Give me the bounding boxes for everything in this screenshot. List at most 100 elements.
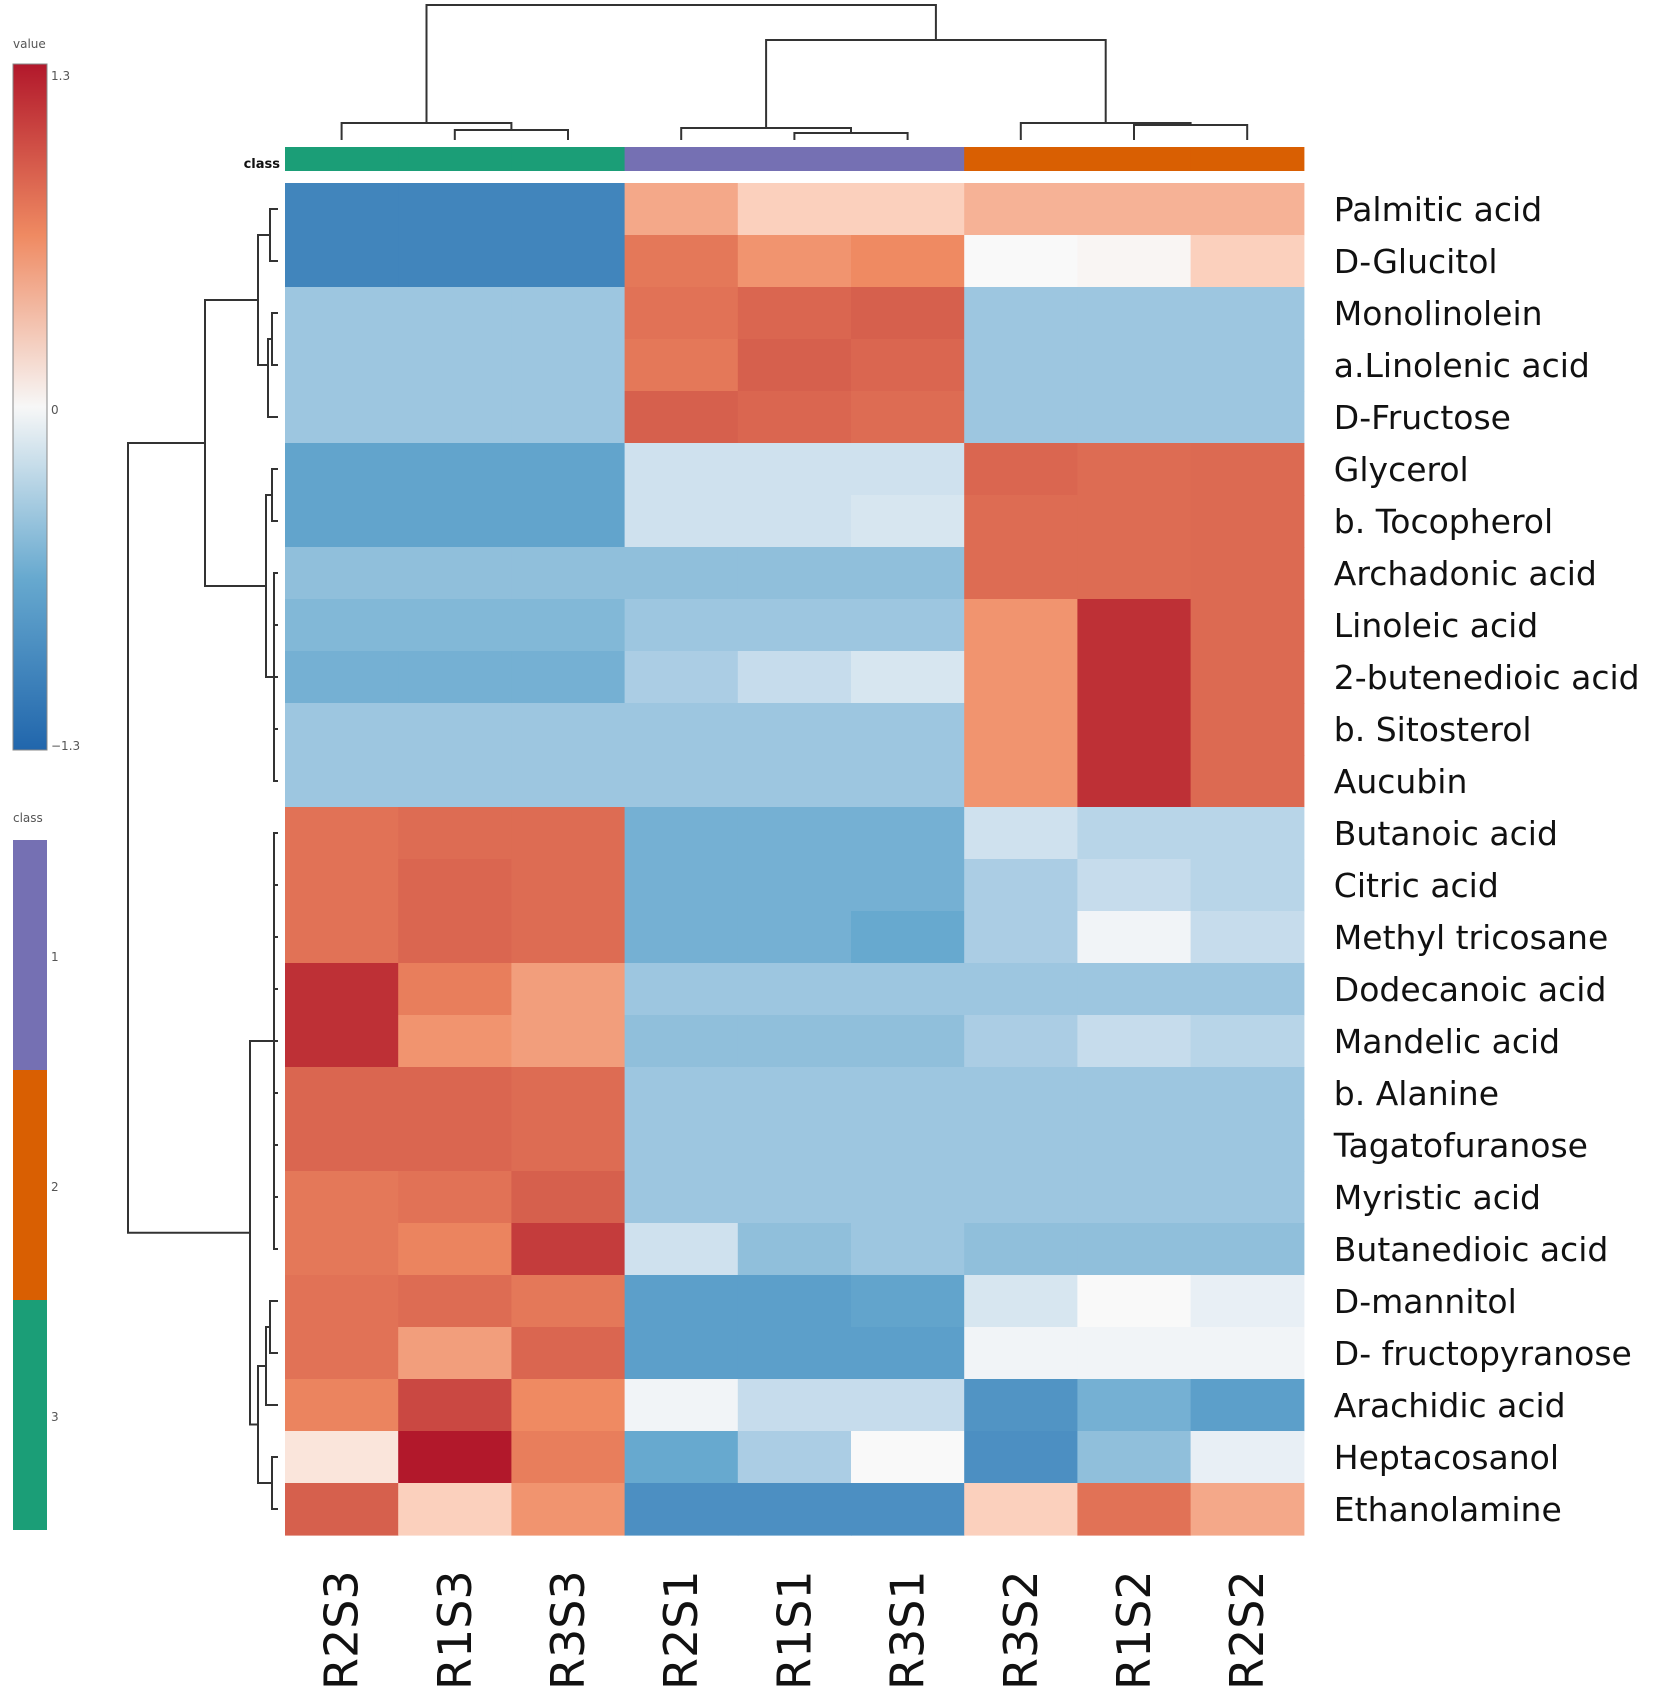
row-branch-5-6 [271, 468, 278, 522]
class-cell-4 [737, 147, 852, 171]
row-branch-0-1 [269, 208, 278, 262]
cell-18-4 [737, 1119, 852, 1172]
cell-23-7 [1077, 1379, 1192, 1432]
col-label-1: R1S3 [428, 1570, 482, 1690]
cell-15-8 [1190, 963, 1305, 1016]
cell-2-6 [964, 287, 1078, 340]
class-legend-title: class [13, 811, 43, 825]
cell-8-6 [964, 599, 1078, 652]
cell-5-5 [851, 443, 965, 496]
cell-24-6 [964, 1431, 1078, 1484]
cell-0-8 [1190, 183, 1305, 236]
cell-9-3 [624, 651, 739, 704]
cell-17-7 [1077, 1067, 1192, 1120]
cell-21-2 [511, 1275, 626, 1328]
cell-2-7 [1077, 287, 1192, 340]
cell-11-4 [737, 755, 852, 808]
cell-4-3 [624, 391, 739, 444]
cell-13-0 [285, 859, 399, 912]
col-label-5: R3S1 [881, 1570, 935, 1690]
cell-3-2 [511, 339, 626, 392]
cell-22-4 [737, 1327, 852, 1380]
cell-25-0 [285, 1483, 399, 1536]
cell-14-5 [851, 911, 965, 964]
cell-8-0 [285, 599, 399, 652]
value-legend-tick-zero: 0 [51, 403, 59, 417]
cell-16-4 [737, 1015, 852, 1068]
cell-17-4 [737, 1067, 852, 1120]
cell-11-8 [1190, 755, 1305, 808]
col-label-6: R3S2 [994, 1570, 1048, 1690]
cell-3-7 [1077, 339, 1192, 392]
cell-12-4 [737, 807, 852, 860]
cell-11-2 [511, 755, 626, 808]
class-cell-8 [1190, 147, 1305, 171]
cell-3-4 [737, 339, 852, 392]
row-label-17: b. Alanine [1334, 1074, 1499, 1113]
cell-8-3 [624, 599, 739, 652]
cell-0-0 [285, 183, 399, 236]
cell-21-3 [624, 1275, 739, 1328]
row-label-15: Dodecanoic acid [1334, 970, 1607, 1009]
cell-18-7 [1077, 1119, 1192, 1172]
cell-18-0 [285, 1119, 399, 1172]
cell-22-2 [511, 1327, 626, 1380]
cell-6-2 [511, 495, 626, 548]
cell-8-2 [511, 599, 626, 652]
row-branch-5-11 [265, 494, 274, 678]
class-legend-tick-3: 3 [51, 1410, 59, 1424]
row-label-13: Citric acid [1334, 866, 1499, 905]
heatmap-cells [285, 183, 1305, 1536]
cell-21-6 [964, 1275, 1078, 1328]
cell-6-0 [285, 495, 399, 548]
cell-19-0 [285, 1171, 399, 1224]
cell-15-5 [851, 963, 965, 1016]
cell-21-4 [737, 1275, 852, 1328]
row-label-12: Butanoic acid [1334, 814, 1558, 853]
cell-13-8 [1190, 859, 1305, 912]
cell-3-1 [398, 339, 512, 392]
row-label-10: b. Sitosterol [1334, 710, 1532, 749]
cell-6-5 [851, 495, 965, 548]
cell-7-1 [398, 547, 512, 600]
cell-1-7 [1077, 235, 1192, 288]
row-label-23: Arachidic acid [1334, 1386, 1566, 1425]
cell-20-6 [964, 1223, 1078, 1276]
cell-8-5 [851, 599, 965, 652]
col-label-7: R1S2 [1107, 1570, 1161, 1690]
cell-21-0 [285, 1275, 399, 1328]
cell-12-5 [851, 807, 965, 860]
cell-0-1 [398, 183, 512, 236]
cell-11-0 [285, 755, 399, 808]
cell-5-3 [624, 443, 739, 496]
cell-16-7 [1077, 1015, 1192, 1068]
value-legend-tick-max: 1.3 [51, 69, 70, 83]
cell-4-0 [285, 391, 399, 444]
cell-6-4 [737, 495, 852, 548]
cell-9-8 [1190, 651, 1305, 704]
cell-12-2 [511, 807, 626, 860]
cell-20-1 [398, 1223, 512, 1276]
cell-11-3 [624, 755, 739, 808]
class-cell-0 [285, 147, 399, 171]
cell-20-0 [285, 1223, 399, 1276]
cell-24-7 [1077, 1431, 1192, 1484]
column-dendrogram [340, 4, 1249, 140]
cell-4-8 [1190, 391, 1305, 444]
cell-24-4 [737, 1431, 852, 1484]
row-branch-24-25 [271, 1456, 278, 1510]
cell-12-0 [285, 807, 399, 860]
row-label-0: Palmitic acid [1334, 190, 1542, 229]
cell-22-0 [285, 1327, 399, 1380]
cell-13-2 [511, 859, 626, 912]
row-branch-21-22 [269, 1300, 278, 1354]
cell-17-8 [1190, 1067, 1305, 1120]
cell-4-2 [511, 391, 626, 444]
row-label-25: Ethanolamine [1334, 1490, 1562, 1529]
cell-23-3 [624, 1379, 739, 1432]
col-branch-a [453, 129, 569, 140]
cell-3-5 [851, 339, 965, 392]
cell-7-0 [285, 547, 399, 600]
cell-17-0 [285, 1067, 399, 1120]
